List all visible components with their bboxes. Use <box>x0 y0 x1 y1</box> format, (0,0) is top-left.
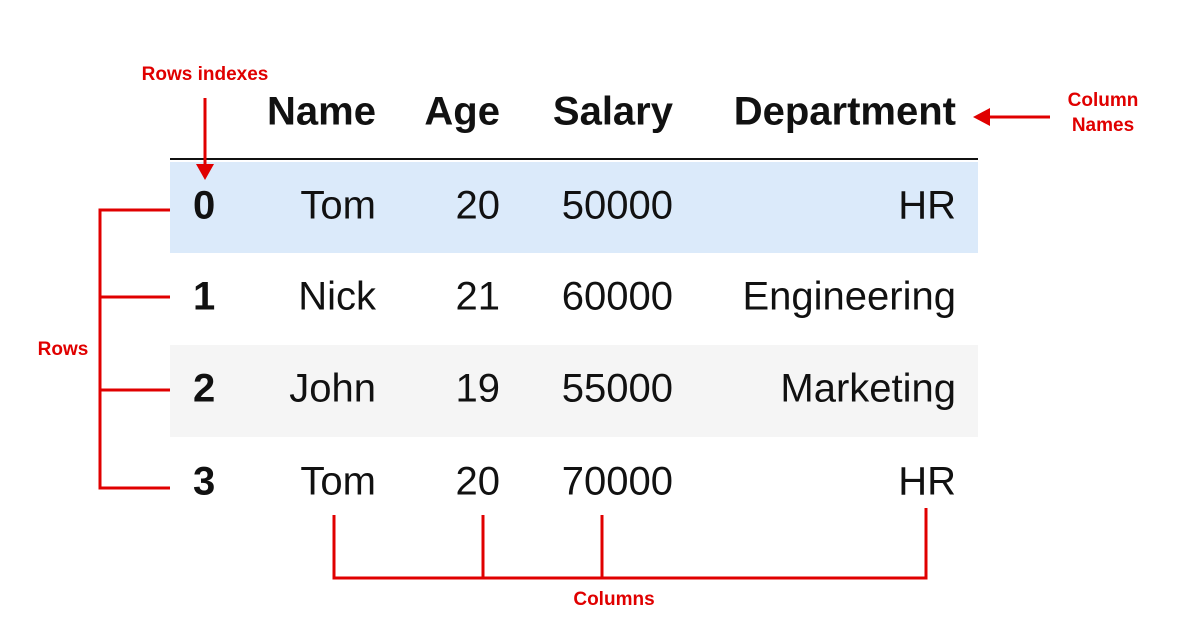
row-index: 0 <box>193 184 215 228</box>
row-index: 1 <box>193 275 215 319</box>
cell: Nick <box>298 275 377 319</box>
cell: 50000 <box>562 184 673 228</box>
cell: 19 <box>456 367 501 411</box>
columns-label: Columns <box>573 589 654 610</box>
row-index: 3 <box>193 460 215 504</box>
columns-bracket <box>332 508 928 580</box>
cell: 70000 <box>562 460 673 504</box>
row-highlight <box>170 162 978 253</box>
arrow-left <box>973 108 1050 126</box>
cell: 20 <box>456 460 501 504</box>
column-header: Name <box>267 90 376 134</box>
cell: 55000 <box>562 367 673 411</box>
rows-bracket <box>98 208 170 490</box>
arrow-down <box>196 98 214 180</box>
rows-label: Rows <box>38 339 89 360</box>
row-stripe <box>170 345 978 437</box>
cell: 20 <box>456 184 501 228</box>
cell: Tom <box>300 460 376 504</box>
cell: Marketing <box>780 367 956 411</box>
cell: Engineering <box>743 275 957 319</box>
column-names-label: Column Names <box>1067 90 1139 136</box>
row-indexes-label: Rows indexes <box>142 64 269 85</box>
cell: 60000 <box>562 275 673 319</box>
cell: 21 <box>456 275 501 319</box>
cell: John <box>289 367 376 411</box>
column-header: Salary <box>553 90 674 134</box>
row-index: 2 <box>193 367 215 411</box>
column-header: Department <box>734 90 956 134</box>
cell: HR <box>898 460 956 504</box>
column-header: Age <box>424 90 500 134</box>
cell: HR <box>898 184 956 228</box>
cell: Tom <box>300 184 376 228</box>
